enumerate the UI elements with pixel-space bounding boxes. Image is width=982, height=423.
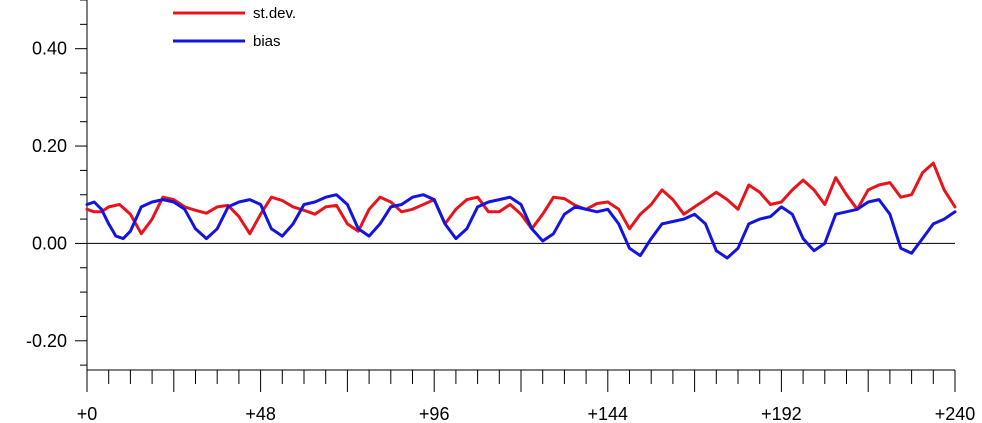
legend: st.dev. bias [173, 5, 296, 50]
axes: 0.40 0.20 0.00 -0.20 +0 +48 +96 +144 +192 +240 [26, 0, 975, 423]
x-tick-label: +192 [761, 404, 802, 423]
x-tick-label: +0 [77, 404, 98, 423]
x-tick-label: +96 [419, 404, 450, 423]
x-tick-label: +144 [588, 404, 629, 423]
series-line-stdev [85, 161, 957, 236]
legend-label-stdev: st.dev. [253, 5, 296, 22]
y-tick-label: 0.40 [32, 39, 67, 59]
y-tick-label: 0.20 [32, 136, 67, 156]
y-tick-label: -0.20 [26, 331, 67, 351]
y-tick-label: 0.00 [32, 233, 67, 253]
x-tick-label: +240 [935, 404, 976, 423]
x-tick-label: +48 [245, 404, 276, 423]
series-line-bias [85, 193, 957, 260]
series-layer [85, 161, 957, 260]
legend-label-bias: bias [253, 33, 281, 50]
